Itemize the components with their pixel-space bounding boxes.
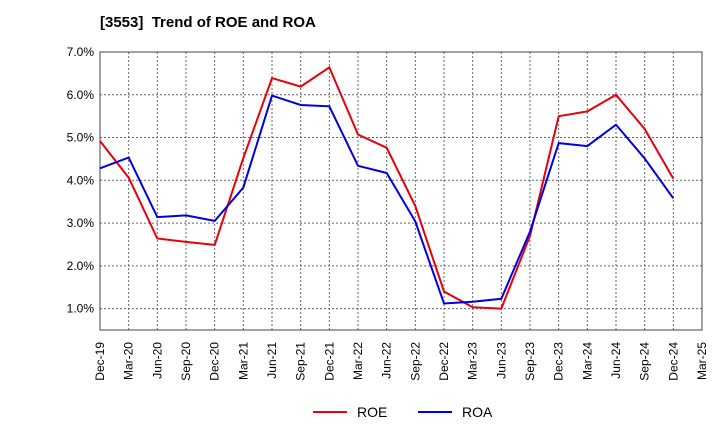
x-tick-label: Jun-23 <box>494 342 508 379</box>
legend-item-roe: ROE <box>313 404 387 420</box>
x-tick-label: Sep-21 <box>294 342 308 381</box>
x-tick-label: Mar-24 <box>580 342 594 380</box>
x-tick-label: Jun-22 <box>380 342 394 379</box>
x-tick-label: Sep-23 <box>523 342 537 381</box>
y-tick-label: 7.0% <box>67 45 95 59</box>
x-tick-label: Jun-24 <box>609 342 623 379</box>
roa-series-line <box>99 94 675 305</box>
y-tick-label: 2.0% <box>67 259 95 273</box>
roa-legend-swatch <box>418 411 452 413</box>
x-tick-label: Dec-20 <box>208 342 222 381</box>
label-layer: 1.0% 2.0% 3.0% 4.0% 5.0% 6.0% 7.0% Dec-19 Mar-20… <box>67 45 709 381</box>
y-tick-label: 1.0% <box>67 302 95 316</box>
x-tick-label: Dec-22 <box>437 342 451 381</box>
plot-frame <box>99 51 703 331</box>
x-tick-label: Dec-19 <box>93 342 107 381</box>
roe-legend-label: ROE <box>357 404 388 420</box>
roe-series-line <box>99 65 675 310</box>
x-tick-label: Sep-22 <box>408 342 422 381</box>
y-tick-label: 5.0% <box>67 131 95 145</box>
x-tick-label: Dec-21 <box>322 342 336 381</box>
legend-item-roa: ROA <box>418 404 492 420</box>
x-tick-label: Mar-22 <box>351 342 365 380</box>
x-tick-label: Jun-20 <box>150 342 164 379</box>
x-tick-label: Dec-24 <box>666 342 680 381</box>
x-tick-label: Mar-23 <box>466 342 480 380</box>
y-tick-label: 6.0% <box>67 88 95 102</box>
roa-legend-label: ROA <box>462 404 493 420</box>
roe-legend-swatch <box>313 411 347 413</box>
x-tick-label: Jun-21 <box>265 342 279 379</box>
x-tick-label: Dec-23 <box>552 342 566 381</box>
chart-title: [3553] Trend of ROE and ROA <box>100 14 316 31</box>
y-tick-label: 4.0% <box>67 173 95 187</box>
axis-layer <box>99 51 703 331</box>
series-layer <box>99 65 675 310</box>
grid-layer <box>100 51 702 330</box>
x-tick-label: Sep-20 <box>179 342 193 381</box>
x-tick-label: Mar-25 <box>695 342 709 380</box>
x-tick-label: Mar-20 <box>122 342 136 380</box>
x-tick-label: Sep-24 <box>638 342 652 381</box>
y-tick-label: 3.0% <box>67 216 95 230</box>
x-tick-label: Mar-21 <box>236 342 250 380</box>
